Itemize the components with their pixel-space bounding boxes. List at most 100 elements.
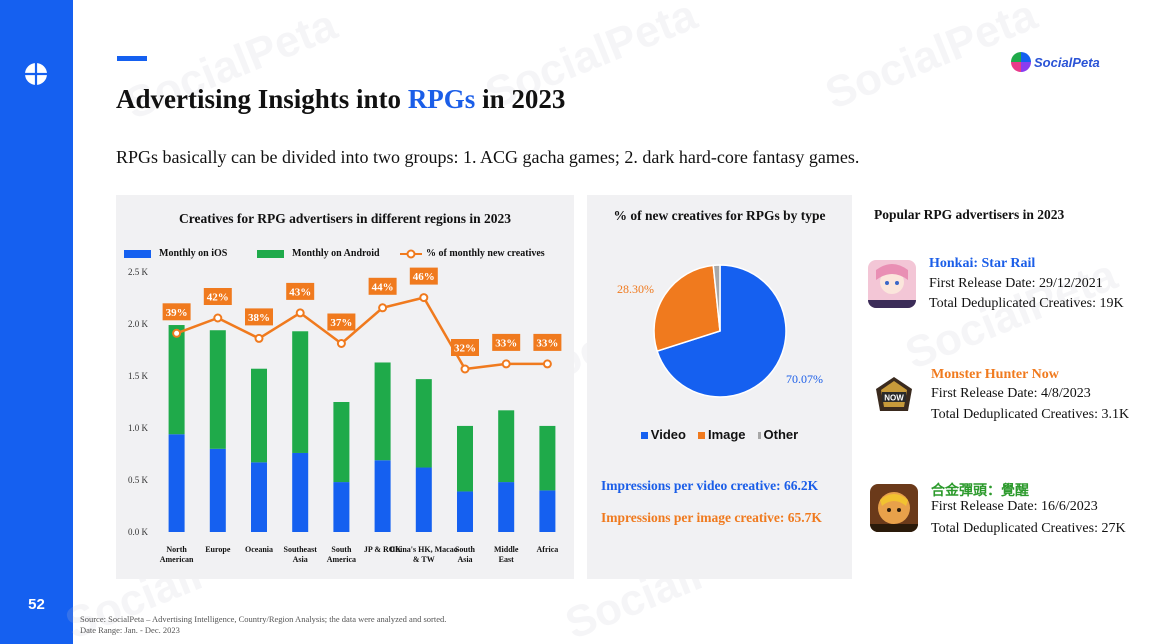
brand-name: SocialPeta <box>1034 54 1100 70</box>
pct-point <box>460 364 470 374</box>
bar-android <box>168 325 185 435</box>
x-tick-label: South <box>331 545 352 554</box>
source-line: Source: SocialPeta – Advertising Intelli… <box>80 614 447 624</box>
pct-data-label: 33% <box>536 337 558 349</box>
pie-chart-title: % of new creatives for RPGs by type <box>613 208 826 223</box>
pct-data-label: 44% <box>372 281 394 293</box>
legend-android-label: Monthly on Android <box>292 248 380 259</box>
impressions-image: Impressions per image creative: 65.7K <box>601 510 822 525</box>
y-tick-label: 1.0 K <box>128 423 149 433</box>
x-tick-label: East <box>499 555 514 564</box>
pct-data-label: 38% <box>248 312 270 324</box>
x-tick-label: JP & ROK <box>364 545 402 554</box>
advertiser-creatives: Total Deduplicated Creatives: 19K <box>929 296 1124 311</box>
pct-data-label: 42% <box>207 292 229 304</box>
pct-data-label: 37% <box>330 317 352 329</box>
pie-label-image: 28.30% <box>617 282 654 296</box>
pct-data-label: 39% <box>166 307 188 319</box>
bar-ios <box>498 482 515 532</box>
legend-pct-marker <box>400 249 422 258</box>
x-tick-label: Africa <box>537 545 559 554</box>
x-tick-label: Oceania <box>245 545 273 554</box>
pct-label-box <box>286 282 315 300</box>
bar-android <box>333 402 350 483</box>
legend-android: Monthly on Android <box>257 248 380 259</box>
pct-point <box>254 333 264 343</box>
pie-legend: Video Image Other <box>587 427 852 442</box>
pct-label-box <box>203 288 232 305</box>
bar-android <box>374 362 391 461</box>
bar-android <box>498 410 515 483</box>
pct-label-box <box>368 277 397 295</box>
page-number: 52 <box>28 596 45 613</box>
x-tick-label: Asia <box>457 555 472 564</box>
pct-line <box>176 296 548 371</box>
bar-ios <box>251 462 267 532</box>
advertiser-creatives: Total Deduplicated Creatives: 27K <box>931 521 1126 536</box>
impressions-video: Impressions per video creative: 66.2K <box>601 478 819 493</box>
pie-slice-other <box>712 264 721 332</box>
bar-android <box>457 425 473 492</box>
bar-ios <box>209 448 226 532</box>
legend-android-swatch <box>257 249 284 258</box>
bar-ios <box>168 434 185 532</box>
pct-point <box>542 359 552 369</box>
pct-data-label: 32% <box>454 343 476 355</box>
advertisers-title: Popular RPG advertisers in 2023 <box>874 207 1065 222</box>
bar-chart-svg: 0.0 K0.5 K1.0 K1.5 K2.0 K2.5 KNorthAmeri… <box>128 267 562 564</box>
pct-data-label: 43% <box>289 286 311 298</box>
y-tick-label: 0.5 K <box>128 475 149 485</box>
x-tick-label: America <box>327 555 356 564</box>
bar-chart-panel: Creatives for RPG advertisers in differe… <box>116 195 574 579</box>
legend-ios: Monthly on iOS <box>124 248 227 259</box>
bar-chart-title: Creatives for RPG advertisers in differe… <box>179 211 511 226</box>
advertiser-release-date: First Release Date: 29/12/2021 <box>929 276 1103 291</box>
pie-chart-svg: 70.07% 28.30% <box>617 264 823 398</box>
page-subtitle: RPGs basically can be divided into two g… <box>116 147 860 167</box>
advertiser-name: 合金彈頭：覺醒 <box>931 484 1029 499</box>
bar-android <box>415 379 432 468</box>
metal-slug-app-icon <box>870 484 918 532</box>
bar-android <box>209 330 226 449</box>
bar-android <box>292 331 309 453</box>
pct-point <box>501 359 511 369</box>
x-tick-label: American <box>160 555 194 564</box>
pie-slice-image <box>653 264 721 353</box>
bar-android <box>251 368 267 463</box>
advertiser-name: Honkai: Star Rail <box>929 256 1036 271</box>
pct-label-box <box>245 308 273 326</box>
pct-point <box>295 308 305 318</box>
pie-legend-other: Other <box>757 427 798 442</box>
date-range-line: Date Range: Jan. - Dec. 2023 <box>80 625 180 635</box>
y-tick-label: 2.0 K <box>128 319 149 329</box>
pct-label-box <box>451 339 479 356</box>
x-tick-label: South <box>455 545 476 554</box>
advertiser-monster-hunter: NOW Monster Hunter Now First Release Dat… <box>868 367 1148 427</box>
brand-logo: SocialPeta <box>1010 50 1100 74</box>
x-tick-label: North <box>166 545 187 554</box>
pie-chart-panel: % of new creatives for RPGs by type 70.0… <box>587 195 852 579</box>
bar-ios <box>374 460 391 532</box>
socialpeta-brand-icon <box>1011 52 1031 72</box>
pct-label-box <box>162 303 191 321</box>
pie-label-video: 70.07% <box>786 372 823 386</box>
advertiser-name: Monster Hunter Now <box>931 367 1059 382</box>
pie-legend-video: Video <box>640 427 686 442</box>
pct-point <box>213 313 223 323</box>
title-highlight: RPGs <box>407 84 476 114</box>
y-tick-label: 2.5 K <box>128 267 149 277</box>
pct-point <box>378 303 388 313</box>
x-tick-label: Asia <box>293 555 308 564</box>
socialpeta-logo-icon <box>25 63 47 85</box>
left-sidebar: 52 <box>0 0 73 644</box>
x-tick-label: & TW <box>413 555 435 564</box>
advertiser-metal-slug: 合金彈頭：覺醒 First Release Date: 16/6/2023 To… <box>868 480 1148 540</box>
bar-ios <box>457 491 473 532</box>
bar-ios <box>415 467 432 532</box>
x-tick-label: Middle <box>494 545 519 554</box>
advertiser-release-date: First Release Date: 16/6/2023 <box>931 499 1098 514</box>
legend-ios-label: Monthly on iOS <box>159 248 228 259</box>
source-note: Source: SocialPeta – Advertising Intelli… <box>80 614 446 636</box>
advertiser-release-date: First Release Date: 4/8/2023 <box>931 386 1091 401</box>
legend-pct-label: % of monthly new creatives <box>426 248 545 259</box>
